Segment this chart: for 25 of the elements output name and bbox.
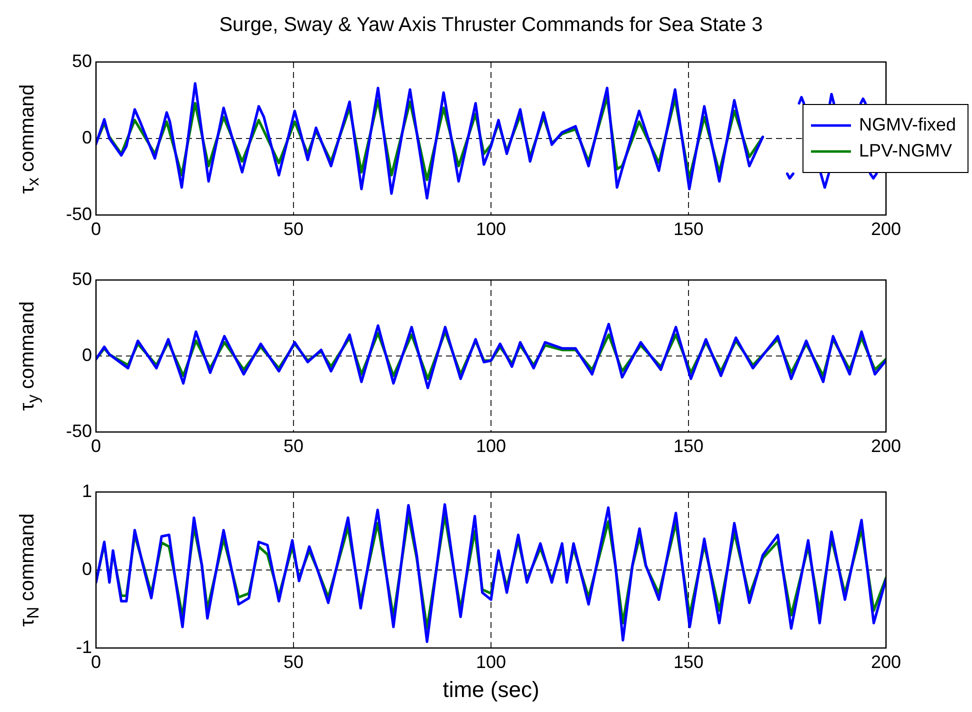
y-tick-label: 50: [72, 268, 92, 289]
x-tick-label: 200: [870, 436, 902, 456]
chart-title: Surge, Sway & Yaw Axis Thruster Commands for Sea State 3: [218, 14, 764, 37]
x-tick-label: 100: [476, 436, 506, 456]
y-tick-label: 1: [82, 480, 92, 501]
x-tick-label: 50: [283, 652, 304, 672]
x-tick-label: 50: [283, 436, 304, 456]
y-tick-label: 0: [82, 344, 92, 365]
y-tick-label: 0: [82, 558, 92, 579]
x-tick-label: 150: [673, 652, 704, 672]
x-tick-label: 150: [673, 218, 704, 239]
legend-label: LPV-NGMV: [858, 140, 952, 160]
x-axis-title: time (sec): [442, 677, 540, 703]
y-tick-label: 0: [82, 127, 92, 148]
x-tick-label: 200: [870, 652, 902, 672]
y-tick-label: -50: [66, 204, 92, 224]
x-tick-label: 100: [476, 218, 506, 239]
x-tick-label: 200: [870, 218, 902, 239]
y-tick-label: -50: [66, 420, 92, 441]
y-tick-label: -1: [76, 636, 92, 657]
x-tick-label: 50: [283, 218, 304, 239]
x-tick-label: 150: [673, 436, 704, 456]
legend-label: NGMV-fixed: [858, 114, 956, 134]
x-tick-label: 100: [476, 652, 506, 672]
y-tick-label: 50: [72, 50, 92, 71]
